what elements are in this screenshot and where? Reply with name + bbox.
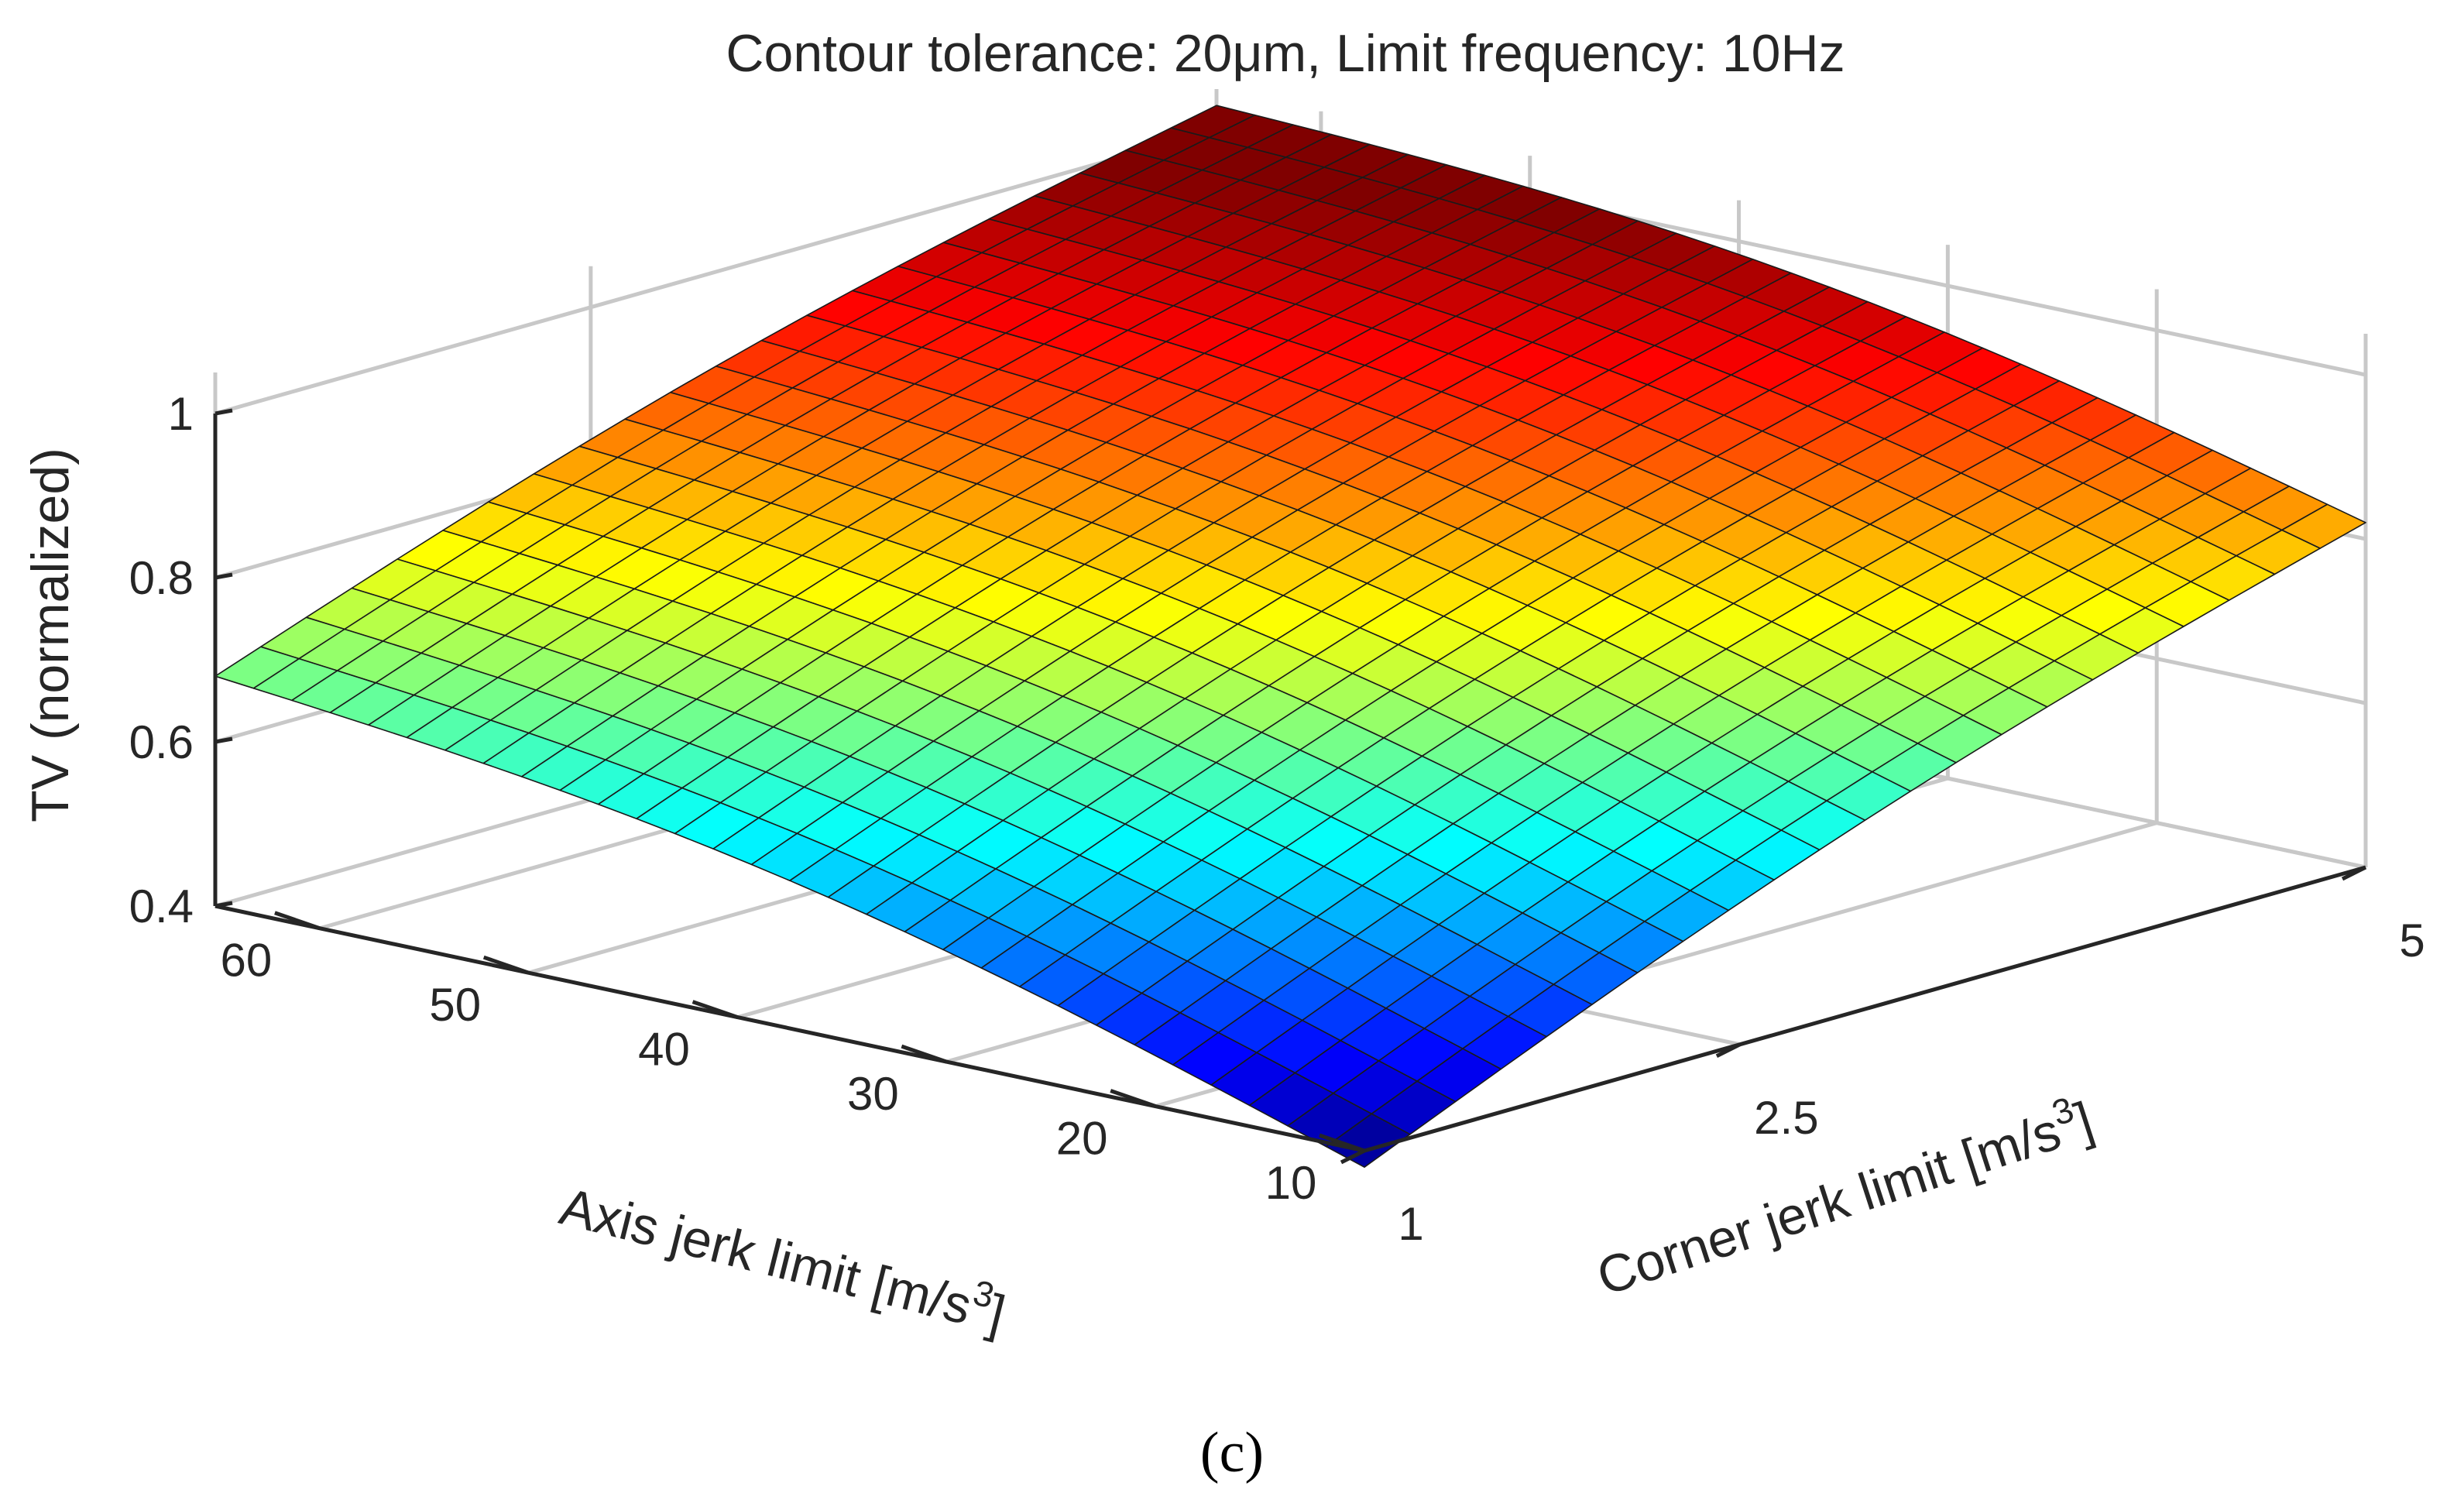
y-axis-title: Corner jerk limit [m/s3] (1588, 1084, 2100, 1306)
x-axis-title: Axis jerk limit [m/s3] (554, 1170, 1013, 1344)
y-tick-mark (1340, 1148, 1366, 1165)
x-tick-mark (1319, 1133, 1365, 1153)
x-tick-label: 50 (429, 979, 481, 1031)
axes: 0.4 0.6 0.8 1 60 50 40 30 20 10 1 2.5 5 (129, 388, 2425, 1250)
z-tick-label: 0.8 (129, 552, 194, 604)
x-tick-label: 30 (847, 1068, 899, 1120)
chart-title: Contour tolerance: 20μm, Limit frequency… (726, 24, 1845, 83)
x-tick-mark (482, 955, 530, 975)
z-tick-label: 0.4 (129, 880, 194, 932)
surface-facet (1325, 1113, 1411, 1168)
z-tick-mark (214, 572, 233, 580)
x-axis-title-main: Axis jerk limit [m/s (554, 1177, 977, 1336)
y-tick-label: 5 (2399, 915, 2425, 966)
x-tick-label: 20 (1056, 1113, 1108, 1165)
x-tick-label: 60 (221, 935, 273, 987)
x-tick-mark (691, 1000, 739, 1019)
y-tick-mark (2341, 865, 2367, 881)
x-tick-label: 10 (1265, 1157, 1317, 1209)
x-tick-mark (901, 1044, 948, 1064)
y-tick-mark (1715, 1042, 1741, 1058)
z-tick-mark (214, 408, 233, 416)
x-tick-label: 40 (638, 1024, 690, 1076)
grid-line-left-z (214, 128, 1217, 416)
x-tick-mark (1110, 1089, 1156, 1108)
y-tick-label: 1 (1398, 1198, 1423, 1250)
panel-label: (c) (1200, 1421, 1264, 1485)
z-tick-label: 0.6 (129, 716, 194, 768)
x-tick-mark (274, 911, 321, 931)
z-tick-mark (214, 736, 233, 744)
surface-mesh (214, 105, 2366, 1168)
y-axis-line (1364, 865, 2366, 1153)
y-axis-title-main: Corner jerk limit [m/s (1591, 1102, 2068, 1307)
y-tick-label: 2.5 (1754, 1092, 1818, 1144)
z-axis-title: TV (normalized) (21, 448, 80, 822)
z-tick-label: 1 (168, 388, 194, 440)
x-axis-line (214, 904, 1365, 1153)
